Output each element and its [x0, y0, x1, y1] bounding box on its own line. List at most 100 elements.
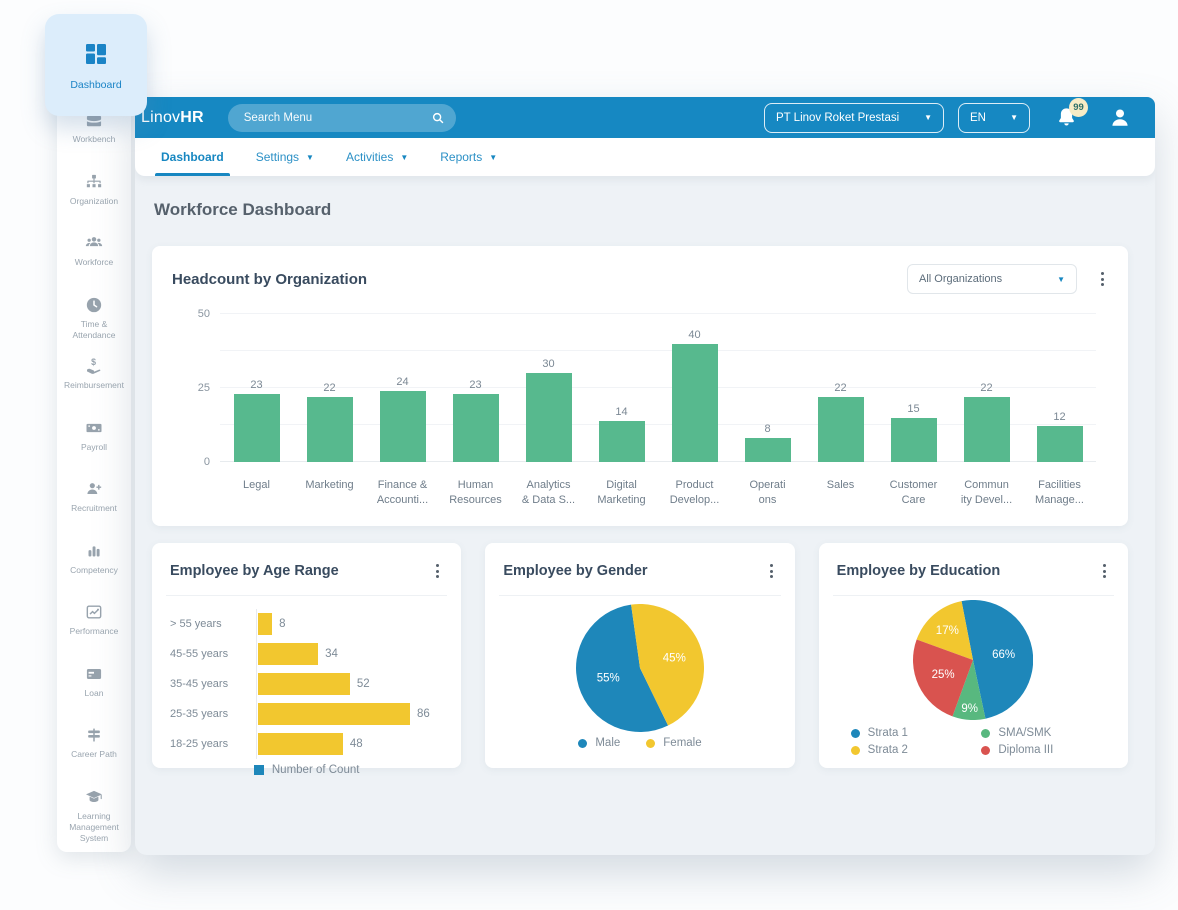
- sidebar: Workbench Organization Workforce Time & Att…: [57, 30, 131, 852]
- legend-label: Strata 1: [867, 727, 908, 739]
- kebab-menu-icon[interactable]: [766, 559, 777, 583]
- bar-value-label: 30: [542, 358, 555, 371]
- notifications-button[interactable]: 99: [1054, 98, 1088, 130]
- sidebar-item-time-attendance[interactable]: Time & Attendance: [57, 295, 131, 357]
- headcount-card: Headcount by Organization All Organizati…: [152, 246, 1128, 526]
- bar-category-label-line: Resources: [449, 493, 502, 506]
- legend-item: Strata 2: [850, 744, 976, 756]
- chevron-down-icon: ▼: [1057, 274, 1065, 284]
- gender-card-header: Employee by Gender: [503, 559, 776, 583]
- sidebar-item-career-path[interactable]: Career Path: [57, 725, 131, 787]
- pie-slice-value-label: 45%: [663, 653, 686, 665]
- bar-value-label: 48: [349, 738, 363, 750]
- sidebar-item-payroll[interactable]: Payroll: [57, 418, 131, 480]
- sidebar-item-organization[interactable]: Organization: [57, 172, 131, 234]
- age-range-bar-area: 86: [256, 699, 443, 729]
- bar-column: 22: [293, 314, 366, 462]
- time-attendance-icon: [84, 295, 104, 315]
- company-selector[interactable]: PT Linov Roket Prestasi ▼: [764, 102, 944, 133]
- bar: [306, 396, 353, 462]
- bar-category-label: Commun ity Devel...: [950, 478, 1023, 508]
- sidebar-item-label: Payroll: [81, 441, 107, 452]
- company-selector-value: PT Linov Roket Prestasi: [776, 111, 900, 124]
- tab-settings[interactable]: Settings ▼: [240, 138, 330, 176]
- gridline: [220, 424, 1096, 425]
- kebab-menu-icon[interactable]: [432, 559, 443, 583]
- gridline: [220, 313, 1096, 314]
- bar-category-label: Marketing: [293, 478, 366, 508]
- headcount-bar-chart: 0 25 50 23 22 24 23 30 14 40 8 22 15 22 12 Legal Marketi…: [172, 308, 1108, 519]
- bar-category-label-line: Marketing: [305, 479, 354, 491]
- legend-item: Diploma III: [981, 744, 1106, 756]
- education-legend: Strata 1 SMA/SMK Strata 2 Diploma III: [850, 727, 1106, 756]
- age-range-row: 25-35 years 86: [170, 699, 443, 729]
- bar: [525, 373, 572, 462]
- education-pie-chart: 66% 9% 17% 25%: [837, 600, 1110, 720]
- sidebar-item-workforce[interactable]: Workforce: [57, 233, 131, 295]
- bar-category-label-line: Human: [457, 479, 494, 491]
- sidebar-item-dashboard[interactable]: Dashboard: [45, 14, 147, 116]
- kebab-menu-icon[interactable]: [1099, 559, 1110, 583]
- legend-label: Number of Count: [271, 764, 360, 776]
- brand-logo: LinovHR: [141, 109, 204, 127]
- age-range-row: 45-55 years 34: [170, 639, 443, 669]
- bar-value-label: 52: [356, 678, 370, 690]
- user-avatar-button[interactable]: [1107, 105, 1133, 131]
- bar-category-label-line: Analytics: [526, 479, 571, 491]
- gridline: [220, 461, 1096, 462]
- sidebar-item-learning-management-system[interactable]: Learning Management System: [57, 787, 131, 849]
- main-content: Workforce Dashboard Headcount by Organiz…: [135, 176, 1155, 776]
- tab-dashboard[interactable]: Dashboard: [145, 138, 240, 176]
- bar-category-label: Customer Care: [877, 478, 950, 508]
- reimbursement-icon: $: [84, 356, 104, 376]
- brand-name: Linov: [141, 108, 181, 126]
- search-input[interactable]: [227, 103, 456, 132]
- headcount-card-title: Headcount by Organization: [172, 270, 368, 288]
- y-axis-tick-label: 0: [203, 456, 210, 468]
- bar-column: 22: [950, 314, 1023, 462]
- language-selector[interactable]: EN ▼: [958, 102, 1030, 133]
- organization-filter-select[interactable]: All Organizations ▼: [907, 264, 1077, 294]
- bar-category-label-line: Digital: [606, 479, 637, 491]
- legend-item: Male: [578, 737, 620, 749]
- legend-swatch: [253, 765, 264, 775]
- sidebar-item-competency[interactable]: Competency: [57, 541, 131, 603]
- age-range-row: 18-25 years 48: [170, 729, 443, 759]
- legend-item: Strata 1: [850, 727, 976, 739]
- age-range-row: 35-45 years 52: [170, 669, 443, 699]
- performance-icon: [84, 602, 104, 622]
- sidebar-item-label: Loan: [84, 687, 104, 698]
- bar-category-label-line: Facilities: [1038, 479, 1081, 491]
- bars-layer: 23 22 24 23 30 14 40 8 22 15 22 12: [220, 314, 1096, 462]
- age-range-legend: Number of Count: [170, 764, 443, 776]
- tab-activities[interactable]: Activities ▼: [330, 138, 424, 176]
- pie-slice-diploma-iii: [913, 639, 974, 717]
- legend-swatch: [981, 745, 991, 755]
- sidebar-item-performance[interactable]: Performance: [57, 602, 131, 664]
- age-range-card-header: Employee by Age Range: [170, 559, 443, 583]
- sidebar-item-recruitment[interactable]: Recruitment: [57, 479, 131, 541]
- sidebar-item-label: Workbench: [72, 134, 116, 144]
- age-range-category-label: 25-35 years: [170, 708, 229, 720]
- career-path-icon: [84, 725, 104, 745]
- legend-swatch: [850, 745, 860, 755]
- bar-value-label: 86: [417, 708, 430, 720]
- chevron-down-icon: ▼: [489, 153, 498, 162]
- bar-category-label-line: Sales: [826, 479, 855, 491]
- bar-category-label: Digital Marketing: [585, 478, 658, 508]
- legend-item: SMA/SMK: [981, 727, 1106, 739]
- pie-slice-strata-1: [961, 600, 1034, 719]
- bar: [671, 343, 718, 462]
- kebab-menu-icon[interactable]: [1097, 267, 1108, 291]
- sidebar-item-reimbursement[interactable]: $ Reimbursement: [57, 356, 131, 418]
- chevron-down-icon: ▼: [306, 153, 314, 162]
- sidebar-item-loan[interactable]: Loan: [57, 664, 131, 726]
- legend-item: Number of Count: [253, 764, 360, 776]
- sidebar-item-workbench[interactable]: Workbench: [57, 110, 131, 172]
- bar: [258, 673, 350, 695]
- bar-value-label: 22: [834, 381, 847, 394]
- tab-reports[interactable]: Reports ▼: [424, 138, 513, 176]
- age-range-category-label: 35-45 years: [170, 678, 229, 690]
- gender-card: Employee by Gender 55% 45% Male Female: [485, 543, 795, 768]
- tab-label: Reports: [440, 150, 483, 164]
